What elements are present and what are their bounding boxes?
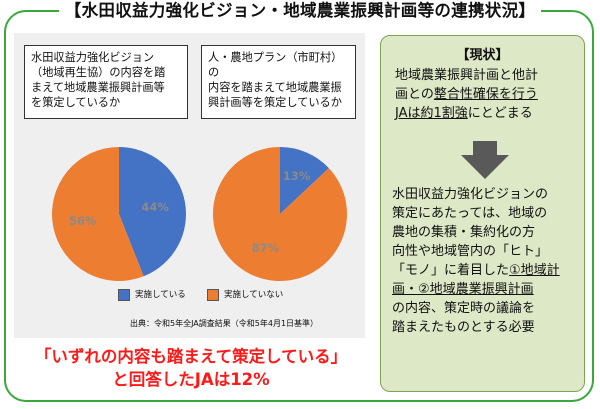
- status-heading: 【現状】: [456, 48, 509, 63]
- pie-chart-vision: 44% 56%: [52, 147, 187, 281]
- question-line: （地域再生協）の内容を踏: [31, 66, 166, 79]
- legend-item-not-implemented: 実施していない: [207, 288, 283, 302]
- pie-slice-not-implemented: [52, 147, 144, 281]
- status-text-suffix: にとどまる: [467, 106, 533, 121]
- question-line: 内容を踏まえて地域農業振: [208, 81, 342, 94]
- question-line: を策定しているか: [31, 96, 121, 109]
- page-title: 【水田収益力強化ビジョン・地域農業振興計画等の連携状況】: [0, 1, 600, 21]
- question-line: 興計画等を策定しているか: [208, 96, 342, 109]
- pie-data-label: 87%: [252, 241, 280, 255]
- status-text-prefix: 画との: [395, 87, 434, 102]
- question-line: 人・農地プラン（市町村）の: [208, 51, 343, 79]
- question-line: 水田収益力強化ビジョン: [31, 51, 155, 64]
- question-box-vision: 水田収益力強化ビジョン （地域再生協）の内容を踏 まえて地域農業振興計画等 を策…: [24, 45, 188, 119]
- pie-data-label: 56%: [69, 214, 97, 228]
- legend-label: 実施していない: [224, 290, 284, 300]
- legend-swatch-orange: [207, 289, 219, 301]
- recommendation-underline: 画・②地域農業振興計画: [392, 282, 534, 297]
- question-box-plan: 人・農地プラン（市町村）の 内容を踏まえて地域農業振 興計画等を策定しているか: [201, 45, 356, 119]
- recommendation-line: 策定にあたっては、地域の: [392, 206, 548, 221]
- legend-swatch-blue: [118, 289, 130, 301]
- recommendation-line: 画・②地域農業振興計画: [392, 280, 582, 299]
- pie-slice-implemented: [119, 147, 187, 277]
- status-text: 地域農業振興計画と他計 画との整合性確保を行う JAは約1割強にとどまる: [395, 66, 579, 123]
- pie-slice-not-implemented: [213, 147, 347, 281]
- pie-data-label: 44%: [141, 200, 169, 214]
- recommendation-prefix: 「モノ」に着目した: [392, 263, 510, 278]
- recommendation-line: 向性や地域管内の「ヒト」: [392, 244, 549, 259]
- pie-slice-implemented: [280, 147, 329, 214]
- recommendation-line: 「モノ」に着目した①地域計: [392, 261, 582, 280]
- recommendation-line: の内容、策定時の議論を: [392, 301, 536, 316]
- source-note: 出典：令和5年全JA調査結果（令和5年4月1日基準）: [130, 319, 319, 328]
- status-line: 地域農業振興計画と他計: [395, 68, 539, 83]
- status-underline: JAは約1割強: [395, 106, 468, 121]
- recommendation-line: 踏まえたものとする必要: [392, 320, 535, 335]
- status-underline: 整合性確保を行う: [433, 87, 538, 102]
- conclusion-line: と回答したJAは12%: [112, 370, 270, 389]
- recommendation-text: 水田収益力強化ビジョンの 策定にあたっては、地域の 農地の集積・集約化の方 向性…: [392, 185, 582, 337]
- legend-label: 実施している: [135, 290, 186, 300]
- conclusion-text: 「いずれの内容も踏まえて策定している」 と回答したJAは12%: [10, 345, 372, 391]
- legend-item-implemented: 実施している: [118, 288, 186, 302]
- down-arrow-icon: [461, 141, 509, 179]
- status-panel: [380, 35, 585, 392]
- pie-chart-plan: 13% 87%: [213, 147, 347, 281]
- conclusion-line: 「いずれの内容も踏まえて策定している」: [34, 347, 348, 366]
- recommendation-underline: ①地域計: [509, 263, 560, 278]
- status-line: JAは約1割強にとどまる: [395, 104, 579, 123]
- pie-data-label: 13%: [283, 169, 311, 183]
- recommendation-line: 農地の集積・集約化の方: [392, 225, 536, 240]
- recommendation-line: 水田収益力強化ビジョンの: [392, 187, 549, 202]
- status-line: 画との整合性確保を行う: [395, 85, 579, 104]
- question-line: まえて地域農業振興計画等: [31, 81, 165, 94]
